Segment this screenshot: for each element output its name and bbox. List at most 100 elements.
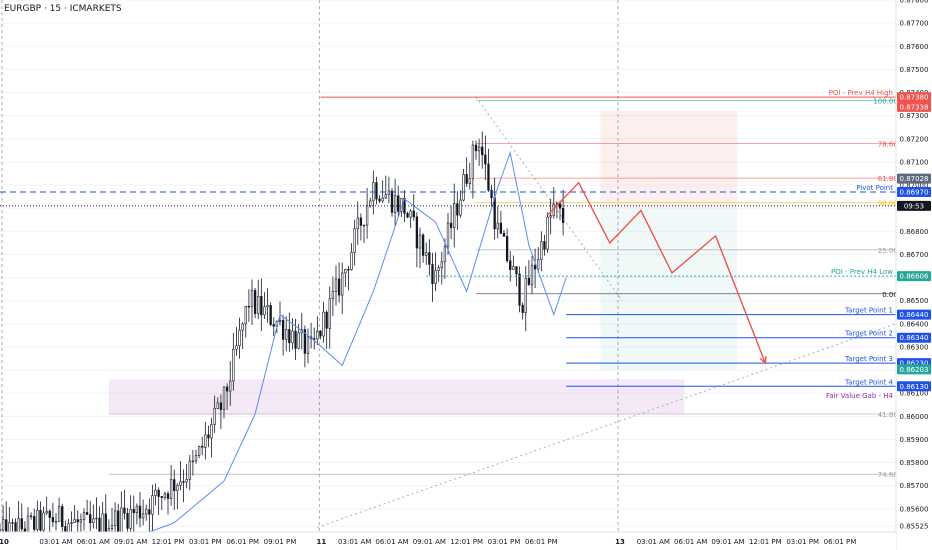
candle-body [201,446,204,448]
candle-body [359,217,363,226]
x-tick-label: 10 [0,538,9,546]
candle-body [57,506,61,522]
fib-label: 50.00% [878,199,905,207]
fib-label: 25.00% [878,247,905,255]
candle-body [151,495,154,515]
x-tick-label: 03:01 AM [637,538,670,546]
x-tick-label: 12:01 PM [749,538,782,546]
candle-body [537,259,540,270]
candle-body [509,260,512,270]
projection-path [547,181,766,364]
candle-body [393,195,397,213]
candle-body [481,146,484,156]
candle-body [487,163,490,191]
candle-body [406,213,409,218]
candle-body [530,264,534,285]
candle-body [61,506,64,527]
y-tick-label: 0.86500 [900,297,929,305]
candle-body [29,515,33,518]
candle-body [89,514,92,524]
candle-body [549,215,552,218]
candle-body [331,291,335,300]
candle-body [54,521,58,523]
y-tick-label: 0.87300 [900,112,929,120]
take-profit-zone [600,205,738,371]
candle-body [285,329,288,340]
candle-body [33,516,36,530]
candle-body [325,311,328,329]
candle-body [369,200,372,207]
y-tick-label: 0.87000 [900,182,929,190]
candle-body [73,519,76,523]
price-level-label: Pivot Point [856,184,893,192]
x-tick-label: 03:01 PM [488,538,521,546]
price-level-label: POI - Prev H4 High [829,89,893,97]
y-tick-label: 0.86400 [900,320,929,328]
candle-body [474,144,478,152]
stop-loss-zone [600,111,738,206]
candle-body [322,311,325,337]
candle-body [132,509,135,513]
price-level-label: POI - Prev H4 Low [831,268,893,276]
candle-body [266,305,269,308]
candle-body [269,305,272,325]
candle-body [45,510,48,514]
candle-body [166,493,170,499]
candle-body [39,510,42,531]
candle-body [294,330,297,349]
candle-body [316,330,319,340]
symbol-title: EURGBP · 15 · ICMARKETS [4,4,122,14]
candle-body [148,509,151,515]
price-badge [897,271,931,282]
candle-body [229,380,232,392]
price-level-label: Target Point 1 [844,307,893,315]
candle-body [477,146,481,152]
candle-body [512,266,515,270]
x-tick-label: 06:01 PM [525,538,558,546]
y-tick-label: 0.86100 [900,390,929,398]
candle-body [92,518,95,524]
fib-label: 100.00% [873,98,904,106]
candle-body [257,295,260,314]
fib-label: 41.80% [878,411,905,419]
candle-body [169,479,173,499]
candle-body [216,402,219,409]
price-badge-text: 0.86203 [900,366,929,374]
candle-body [138,505,142,519]
candle-body [51,517,55,523]
candle-body [260,295,263,316]
candle-body [493,197,496,230]
candle-body [319,330,322,337]
candle-body [238,329,241,347]
y-tick-label: 0.87700 [900,20,929,28]
candle-body [387,190,391,196]
candle-body [499,222,503,234]
candle-body [141,513,145,519]
candle-body [425,252,428,256]
candle-body [160,496,163,498]
candle-body [185,478,188,483]
price-badge-text: 09:53 [904,202,924,210]
candle-body [334,278,338,292]
candle-body [505,236,509,262]
candle-body [95,517,98,520]
time-axis-bg [0,532,896,550]
candle-body [328,298,331,329]
y-tick-label: 0.86800 [900,228,929,236]
candle-body [182,481,185,483]
price-level-label: Target Point 4 [844,378,893,386]
candle-body [188,460,191,480]
candle-body [42,512,45,531]
price-badge [897,200,931,211]
candle-body [465,174,468,184]
fib-label: 74.60% [878,471,905,479]
candle-body [468,178,471,184]
candle-body [365,205,369,226]
candle-body [26,515,30,534]
price-badge [897,173,931,184]
x-tick-label: 09:01 AM [114,538,147,546]
x-tick-label: 03:01 PM [786,538,819,546]
candle-body [232,348,235,382]
candle-body [524,277,527,313]
